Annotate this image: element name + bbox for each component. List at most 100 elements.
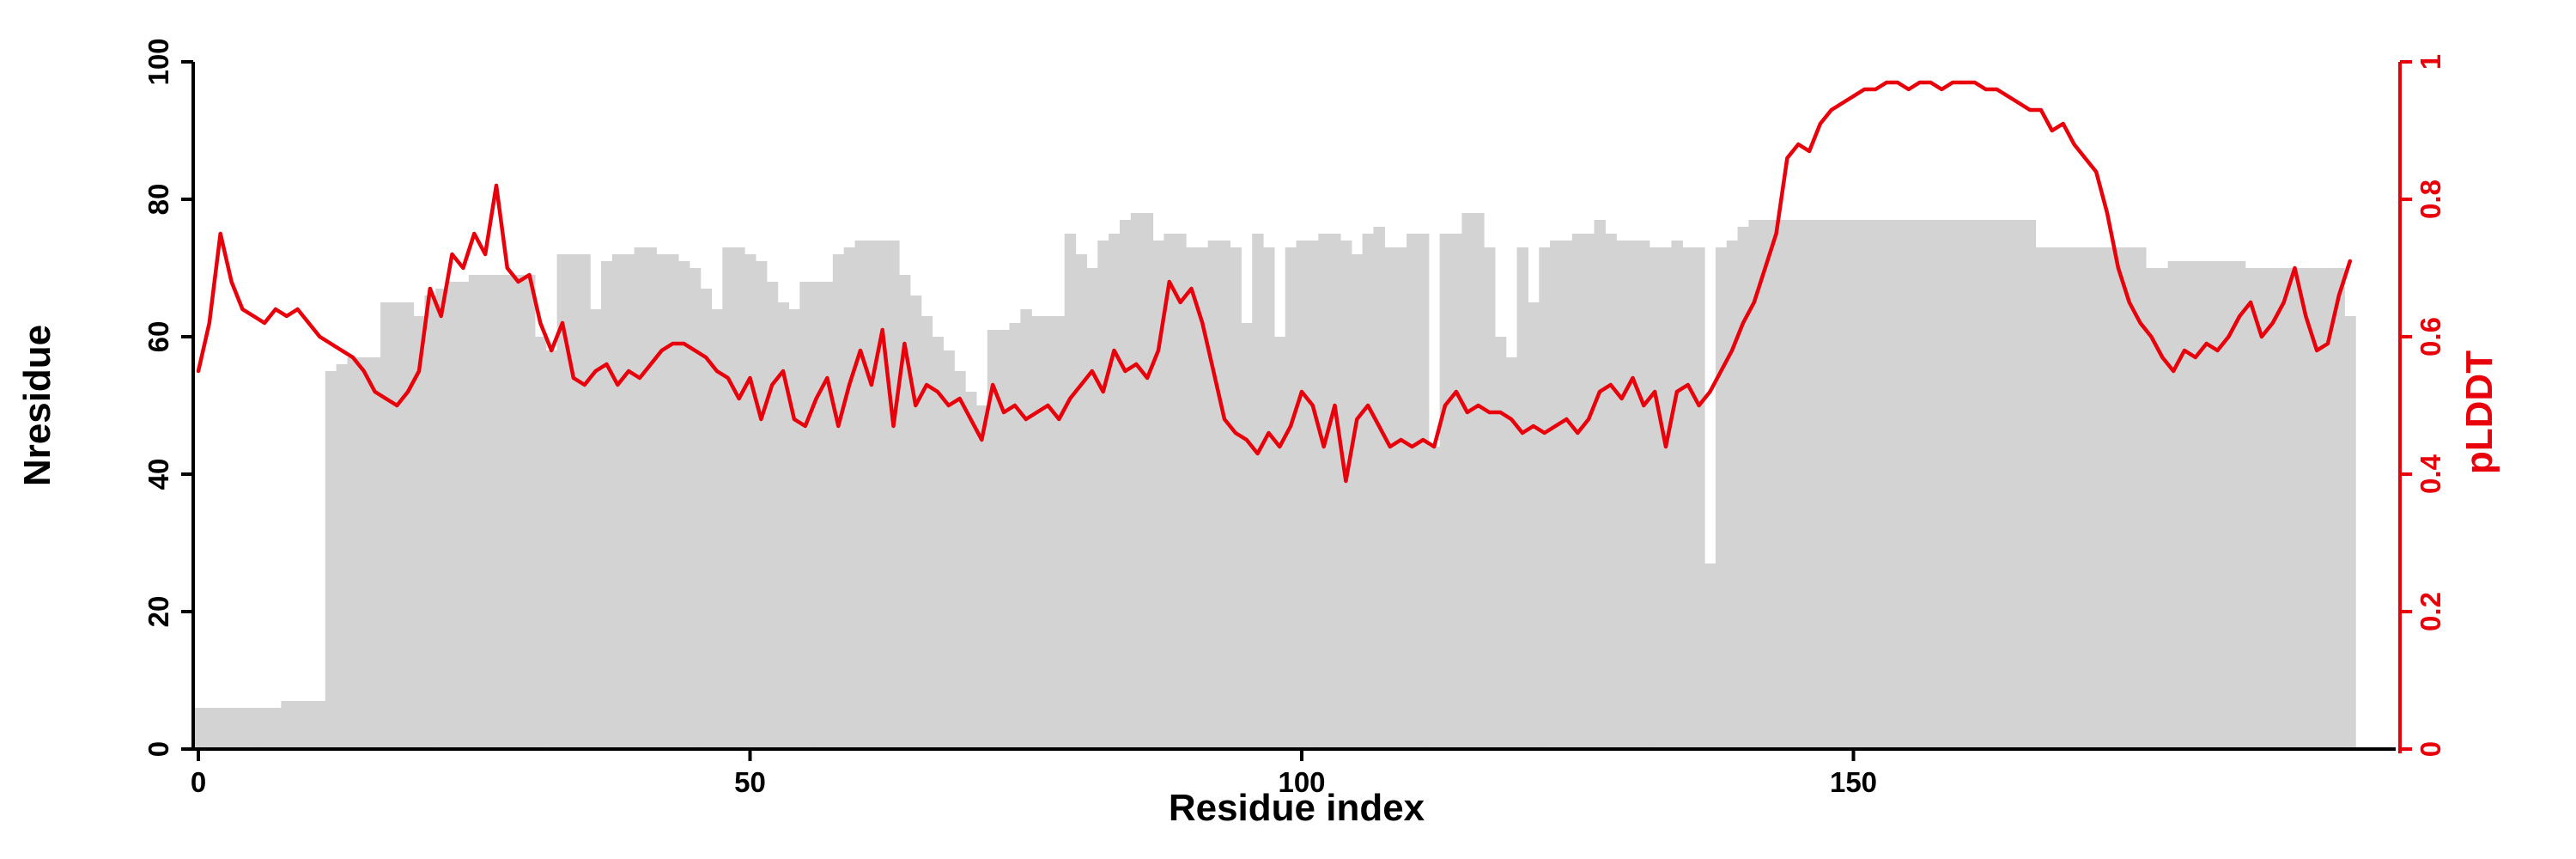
nresidue-bar <box>2178 261 2191 749</box>
nresidue-bar <box>1053 316 1066 749</box>
nresidue-bar <box>1241 323 1253 749</box>
nresidue-bar <box>2101 247 2114 749</box>
nresidue-bar <box>479 275 492 749</box>
nresidue-bar <box>877 241 889 749</box>
nresidue-bar <box>325 371 337 749</box>
nresidue-bar <box>1914 220 1926 749</box>
y-left-axis-title: Nresidue <box>16 325 58 486</box>
nresidue-bar <box>1969 220 1981 749</box>
y-left-tick-label: 100 <box>143 38 174 85</box>
nresidue-bar <box>1307 241 1319 749</box>
nresidue-bar <box>965 392 977 749</box>
nresidue-bar <box>1064 234 1077 749</box>
nresidue-bar <box>247 708 260 749</box>
y-right-axis-title: pLDDT <box>2458 350 2500 474</box>
nresidue-bar <box>2344 316 2356 749</box>
nresidue-bar <box>281 701 293 749</box>
nresidue-bar <box>1020 309 1032 749</box>
nresidue-bar <box>700 289 713 749</box>
nresidue-bar <box>1009 323 1021 749</box>
nresidue-bar <box>1528 302 1540 749</box>
nresidue-bar <box>1771 220 1783 749</box>
nresidue-bar <box>1814 220 1826 749</box>
nresidue-bar <box>226 708 238 749</box>
nresidue-bar <box>2256 268 2268 749</box>
nresidue-bar <box>1175 234 1187 749</box>
nresidue-bar <box>1616 241 1628 749</box>
nresidue-bar <box>1473 213 1485 749</box>
nresidue-bar <box>1715 247 1728 749</box>
nresidue-bar <box>1682 247 1694 749</box>
y-right-tick-label: 0 <box>2415 741 2446 757</box>
nresidue-bar <box>811 282 823 749</box>
nresidue-bar <box>1119 220 1132 749</box>
x-tick-label: 100 <box>1278 766 1325 798</box>
plddt-line <box>196 80 2353 484</box>
nresidue-bar <box>1737 227 1750 749</box>
nresidue-bar <box>832 254 845 749</box>
y-right-tick-label: 0.6 <box>2415 317 2446 356</box>
nresidue-bar <box>975 405 988 749</box>
nresidue-bar <box>1781 220 1794 749</box>
nresidue-bar <box>303 701 315 749</box>
nresidue-bar <box>2300 268 2312 749</box>
nresidue-bar <box>677 261 690 749</box>
nresidue-bar <box>943 350 955 749</box>
nresidue-bar <box>424 295 436 749</box>
nresidue-bar <box>1925 220 1937 749</box>
nresidue-bar <box>656 254 668 749</box>
nresidue-bar <box>1583 234 1595 749</box>
nresidue-bar <box>2289 268 2301 749</box>
nresidue-bar <box>1980 220 1992 749</box>
nresidue-bar <box>347 357 359 749</box>
nresidue-bar <box>744 254 756 749</box>
nresidue-bar <box>777 302 790 749</box>
nresidue-bar <box>1892 220 1904 749</box>
nresidue-bar <box>1384 247 1396 749</box>
nresidue-bar <box>1109 234 1121 749</box>
nresidue-bar <box>689 268 702 749</box>
nresidue-bar <box>2046 247 2058 749</box>
nresidue-bar <box>1351 254 1364 749</box>
nresidue-bar <box>490 275 502 749</box>
nresidue-bar <box>336 364 349 749</box>
nresidue-bar <box>634 247 647 749</box>
nresidue-bar <box>755 261 768 749</box>
nresidue-bar <box>711 309 723 749</box>
nresidue-bar <box>1880 220 1893 749</box>
nresidue-bar <box>2024 220 2037 749</box>
y-left-tick-label: 60 <box>143 321 174 353</box>
nresidue-bar <box>601 261 613 749</box>
nresidue-bar <box>1031 316 1043 749</box>
nresidue-bar <box>954 371 966 749</box>
nresidue-bar <box>1903 220 1915 749</box>
nresidue-bar <box>866 241 878 749</box>
nresidue-bar <box>534 337 547 749</box>
y-right-tick-label: 1 <box>2415 54 2446 70</box>
nresidue-bar <box>1848 220 1860 749</box>
nresidue-bar <box>1494 337 1507 749</box>
nresidue-bar <box>1826 220 1838 749</box>
nresidue-bar <box>1858 220 1871 749</box>
nresidue-bar <box>402 302 415 749</box>
nresidue-bar <box>524 275 536 749</box>
nresidue-bar <box>1869 220 1882 749</box>
nresidue-bar <box>1406 234 1419 749</box>
nresidue-bar <box>1693 247 1705 749</box>
nresidue-bar <box>204 708 216 749</box>
nresidue-bar <box>391 302 404 749</box>
y-left-tick-label: 40 <box>143 459 174 490</box>
nresidue-bar <box>545 350 558 749</box>
nresidue-bar <box>2123 247 2136 749</box>
nresidue-bar <box>1991 220 2003 749</box>
nresidue-bar <box>215 708 227 749</box>
nresidue-bar <box>1726 241 1739 749</box>
nresidue-bar <box>788 309 800 749</box>
nresidue-bar <box>1042 316 1054 749</box>
nresidue-bar <box>722 247 734 749</box>
x-tick-label: 0 <box>191 766 206 798</box>
nresidue-bar <box>1141 213 1154 749</box>
tick-marks-and-labels: 0 50 100 150 0 20 40 60 80 100 0 0.2 0.4 0.6 0.8 1 <box>143 38 2446 798</box>
nresidue-bar <box>1605 234 1617 749</box>
